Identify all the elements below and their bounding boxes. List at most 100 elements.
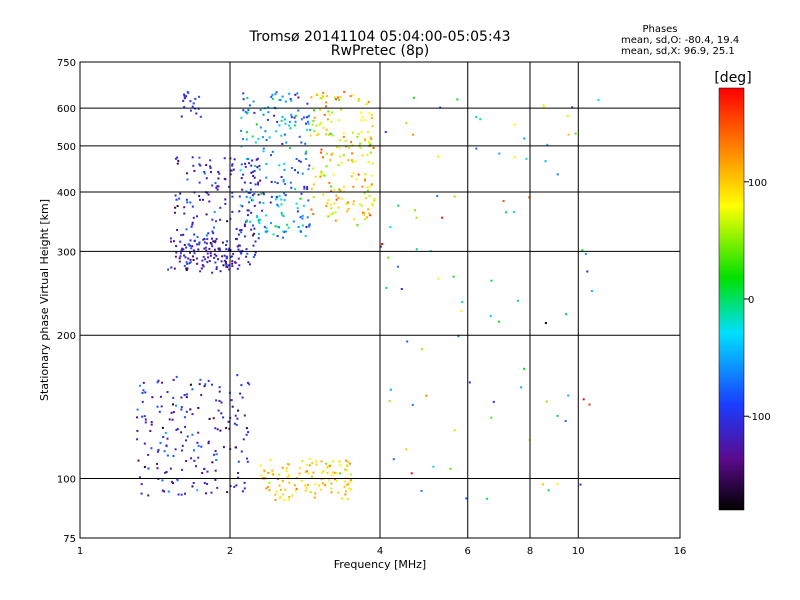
data-point [256, 215, 259, 218]
data-point [330, 487, 333, 490]
data-point [325, 165, 328, 168]
data-point [245, 220, 248, 223]
data-point [242, 138, 244, 141]
data-point [322, 156, 324, 159]
data-point [240, 450, 243, 453]
data-point [346, 498, 349, 501]
data-point [325, 105, 327, 108]
data-point [516, 299, 519, 302]
data-point [196, 441, 199, 444]
data-point [203, 241, 206, 244]
data-point [226, 266, 229, 269]
data-point [350, 141, 353, 144]
data-point [331, 152, 334, 155]
data-point [197, 248, 200, 251]
data-point [525, 157, 528, 160]
data-point [223, 157, 226, 160]
data-point [201, 259, 204, 262]
data-point [327, 465, 330, 468]
data-point [350, 488, 352, 491]
data-point [248, 162, 250, 165]
data-point [279, 99, 282, 101]
data-point [308, 164, 311, 167]
data-point [170, 266, 173, 269]
data-point [147, 467, 150, 470]
data-point [370, 174, 373, 177]
data-point [210, 171, 212, 174]
data-point [214, 469, 217, 472]
data-point [140, 492, 143, 495]
data-point [216, 428, 219, 431]
data-point [294, 169, 296, 172]
data-point [387, 256, 390, 259]
data-point [249, 182, 252, 184]
data-point [203, 170, 206, 173]
data-point [363, 177, 366, 180]
data-point [247, 261, 250, 263]
data-point [183, 254, 186, 257]
data-point [165, 445, 168, 448]
data-point [361, 154, 364, 157]
data-point [342, 154, 345, 157]
data-point [341, 497, 344, 500]
data-point [381, 243, 384, 245]
data-point [556, 483, 559, 486]
data-point [332, 471, 335, 474]
data-point [357, 99, 360, 102]
data-point [333, 96, 336, 99]
data-point [280, 488, 282, 491]
data-point [228, 185, 231, 188]
data-point [240, 163, 243, 166]
data-point [282, 215, 285, 218]
data-point [221, 255, 224, 258]
data-point [541, 483, 544, 486]
data-point [219, 218, 222, 221]
data-point [248, 383, 251, 386]
data-point [339, 95, 342, 98]
data-point [246, 460, 249, 463]
data-point [265, 227, 268, 230]
data-point [138, 476, 141, 479]
data-point [185, 410, 188, 413]
data-point [241, 205, 244, 208]
data-point [174, 448, 177, 451]
stats-heading: Phases [642, 24, 677, 35]
data-point [246, 97, 249, 99]
data-point [352, 172, 355, 175]
data-point [195, 112, 198, 115]
data-point [322, 470, 325, 472]
data-point [269, 201, 272, 204]
data-point [240, 145, 243, 148]
data-point [436, 195, 439, 197]
data-point [369, 185, 372, 188]
data-point [288, 496, 291, 498]
data-point [198, 195, 201, 197]
data-point [137, 459, 140, 462]
data-point [358, 98, 360, 100]
data-point [342, 132, 345, 135]
data-point [199, 164, 202, 167]
data-point [263, 469, 266, 472]
data-point [498, 320, 501, 323]
data-point [502, 200, 505, 202]
data-point [322, 126, 325, 129]
data-point [175, 375, 178, 378]
data-point [319, 97, 322, 100]
data-point [176, 479, 179, 482]
data-point [228, 247, 231, 250]
data-point [339, 189, 342, 192]
data-point [251, 135, 254, 138]
data-point [283, 133, 286, 136]
data-point [297, 226, 300, 228]
data-point [215, 459, 218, 461]
data-point [349, 479, 352, 481]
data-point [193, 252, 196, 255]
data-point [208, 200, 211, 203]
data-point [266, 230, 269, 233]
data-point [174, 157, 177, 160]
data-point [299, 230, 302, 233]
data-point [479, 118, 482, 121]
data-point [248, 263, 251, 266]
data-point [186, 172, 188, 175]
data-point [319, 175, 322, 178]
